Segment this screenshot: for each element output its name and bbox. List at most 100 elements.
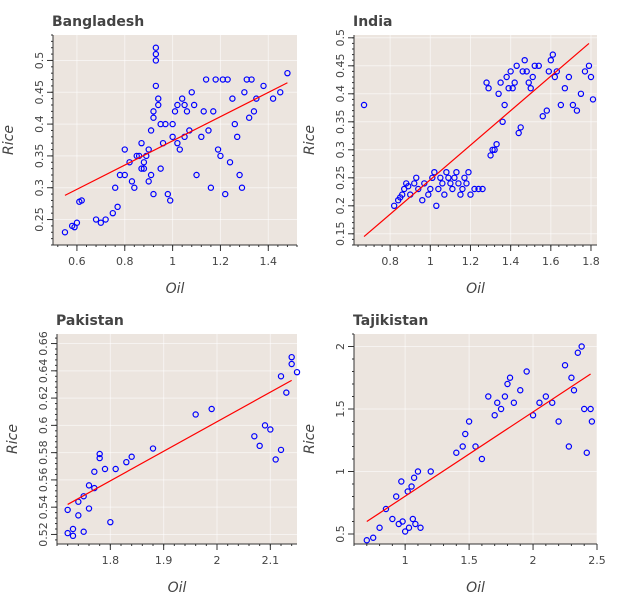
data-point	[109, 209, 117, 217]
data-point	[251, 433, 258, 440]
data-point	[256, 442, 263, 450]
data-point	[465, 418, 473, 425]
data-point	[205, 127, 212, 134]
data-point	[515, 129, 522, 137]
data-point	[121, 146, 128, 153]
data-point	[73, 219, 81, 226]
x-tick-label: 1.6	[542, 255, 560, 268]
data-point	[238, 184, 246, 191]
data-point	[465, 168, 472, 176]
data-point	[509, 84, 516, 92]
data-point	[398, 478, 405, 485]
data-point	[414, 468, 422, 475]
data-point	[147, 171, 155, 179]
data-point	[462, 430, 469, 438]
data-point	[190, 101, 198, 109]
data-point	[574, 349, 582, 356]
chart-title: Tajikistan	[353, 313, 428, 329]
data-point	[568, 374, 575, 381]
data-point	[415, 185, 422, 193]
data-point	[435, 185, 442, 193]
data-point	[527, 84, 534, 92]
y-tick-label: 0.5	[33, 52, 46, 70]
data-point	[588, 418, 596, 425]
chart-panel-0: 0.6 0.8 1 1.2 1.4 0.25 0.3 0.35 0.4 0.45 0.5 Bangla…	[1, 14, 298, 297]
data-point	[288, 353, 295, 361]
regression-line	[64, 82, 288, 196]
data-point	[149, 445, 157, 452]
y-tick-label: 0.3	[334, 141, 347, 159]
data-point	[150, 108, 157, 115]
data-point	[214, 146, 222, 153]
data-point	[405, 182, 412, 190]
data-point	[412, 520, 419, 528]
data-point	[277, 89, 284, 96]
data-point	[491, 412, 498, 419]
x-axis-label: Oil	[466, 281, 485, 297]
data-point	[536, 399, 543, 406]
data-point	[587, 405, 594, 413]
data-point	[545, 68, 553, 75]
y-axis-label: Rice	[5, 424, 21, 454]
data-point	[207, 184, 215, 191]
data-point	[174, 101, 181, 109]
data-point	[413, 174, 420, 181]
data-point	[419, 196, 426, 204]
data-point	[236, 171, 243, 179]
data-point	[478, 455, 486, 463]
data-point	[501, 101, 508, 109]
data-point	[494, 399, 501, 406]
data-point	[453, 449, 460, 456]
x-tick-label: 1	[402, 554, 409, 567]
data-point	[253, 95, 260, 102]
data-point	[152, 50, 160, 58]
data-point	[167, 197, 174, 204]
data-point	[202, 76, 210, 83]
y-tick-label: 0.4	[33, 115, 46, 133]
data-point	[449, 185, 456, 193]
data-point	[260, 82, 267, 90]
y-tick-label: 0.62	[37, 386, 50, 411]
data-point	[140, 159, 148, 166]
data-point	[140, 165, 148, 172]
data-point	[577, 90, 585, 98]
data-point	[589, 96, 597, 103]
x-tick-label: 1.5	[460, 554, 478, 567]
data-point	[178, 95, 186, 102]
data-point	[152, 57, 160, 64]
data-point	[269, 95, 277, 102]
regression-line	[67, 379, 292, 505]
data-point	[138, 139, 145, 147]
y-tick-label: 0.5	[334, 29, 347, 47]
data-point	[284, 69, 291, 77]
data-point	[102, 216, 109, 223]
data-point	[85, 482, 93, 489]
x-tick-label: 1	[427, 255, 434, 268]
x-tick-label: 2.5	[588, 554, 606, 567]
y-tick-label: 0.52	[37, 522, 50, 547]
data-point	[112, 465, 119, 473]
y-tick-label: 0.25	[334, 166, 347, 191]
data-point	[248, 76, 255, 83]
data-point	[78, 197, 85, 204]
data-point	[188, 89, 195, 96]
chart-title: India	[353, 14, 392, 30]
data-point	[555, 418, 562, 425]
x-tick-label: 1.8	[582, 255, 600, 268]
data-point	[510, 399, 518, 406]
y-tick-label: 0.6	[37, 417, 50, 435]
y-axis-label: Rice	[302, 424, 318, 454]
data-point	[519, 68, 526, 75]
data-point	[417, 524, 424, 531]
data-point	[405, 524, 413, 531]
data-point	[529, 412, 537, 419]
chart-panel-2: 1.8 1.9 2 2.1 0.52 0.54 0.56 0.58 0.6 0.62 0.64 0.6…	[5, 313, 301, 596]
data-point	[241, 89, 248, 96]
data-point	[553, 68, 561, 75]
data-point	[547, 57, 555, 64]
y-tick-label: 0.64	[37, 359, 50, 384]
data-point	[535, 62, 542, 70]
data-point	[583, 449, 590, 456]
data-point	[463, 180, 470, 187]
data-point	[229, 95, 236, 102]
